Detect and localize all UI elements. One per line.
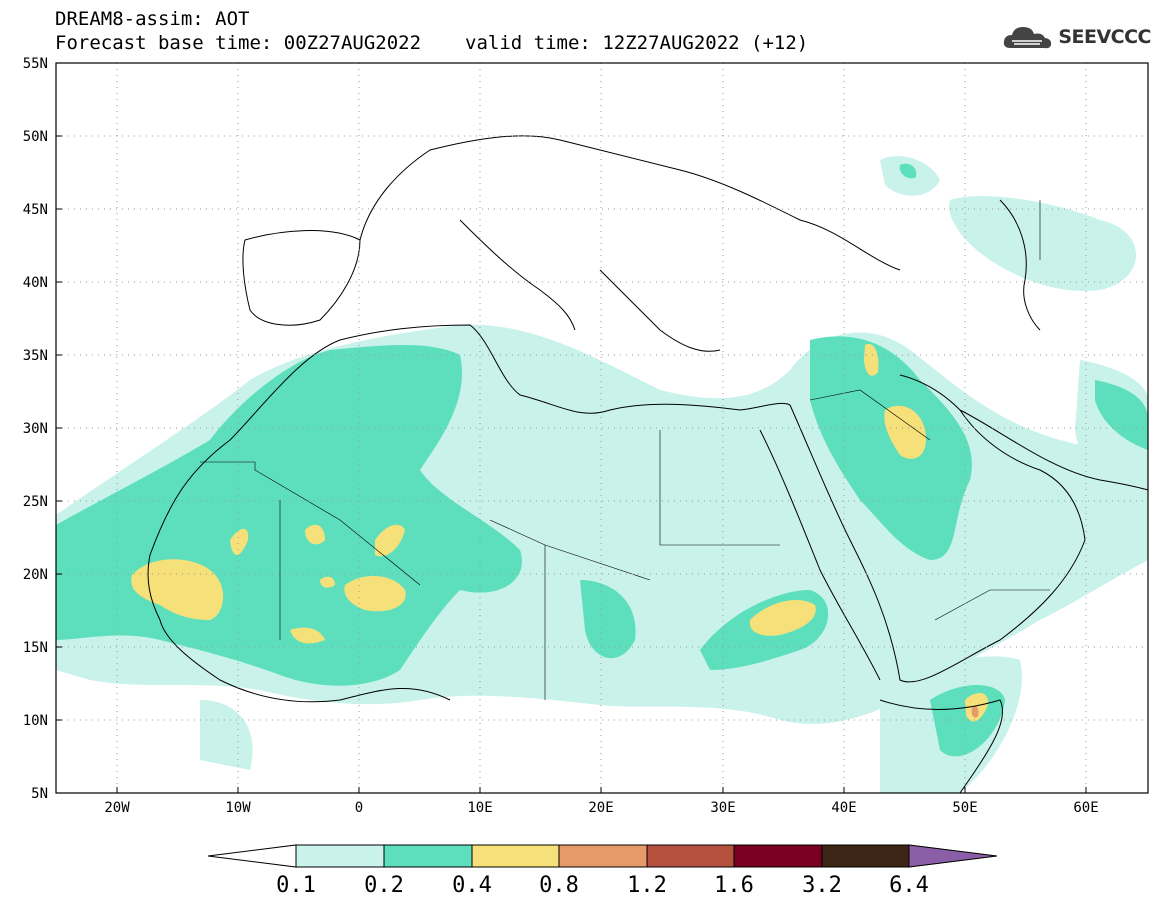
svg-text:20N: 20N — [23, 567, 48, 583]
time-line: Forecast base time: 00Z27AUG2022 valid ti… — [55, 32, 808, 54]
lat-tick-15: 15N — [23, 640, 62, 656]
logo: SEEVCCC — [1002, 22, 1151, 52]
svg-text:5N: 5N — [31, 786, 48, 802]
map-field — [56, 63, 1148, 793]
lon-tick-50e: 50E — [952, 787, 978, 816]
colorbar-segment-6 — [733, 844, 823, 868]
svg-text:20E: 20E — [588, 800, 613, 816]
colorbar-underflow — [207, 844, 297, 868]
colorbar-segment-5 — [646, 844, 735, 868]
lat-tick-45: 45N — [23, 202, 62, 218]
svg-text:35N: 35N — [23, 348, 48, 364]
svg-text:45N: 45N — [23, 202, 48, 218]
lon-tick-10w: 10W — [225, 787, 251, 816]
aot-band-0.8 — [971, 706, 979, 718]
valid-time: valid time: 12Z27AUG2022 (+12) — [465, 32, 809, 54]
lat-axis: 55N 50N 45N 40N 35N 30N 25N 20N 15N 10N … — [23, 56, 62, 802]
colorbar-label-0.2: 0.2 — [364, 873, 404, 898]
map-title: DREAM8-assim: AOT — [55, 8, 250, 30]
lat-tick-20: 20N — [23, 567, 62, 583]
colorbar-segment-4 — [558, 844, 648, 868]
colorbar-label-3.2: 3.2 — [802, 873, 842, 898]
svg-text:40N: 40N — [23, 275, 48, 291]
base-time: Forecast base time: 00Z27AUG2022 — [55, 32, 422, 54]
logo-text: SEEVCCC — [1058, 26, 1151, 48]
svg-text:30N: 30N — [23, 421, 48, 437]
svg-text:60E: 60E — [1073, 800, 1098, 816]
svg-text:55N: 55N — [23, 56, 48, 72]
colorbar-segment-1 — [295, 844, 385, 868]
svg-text:10N: 10N — [23, 713, 48, 729]
svg-text:20W: 20W — [104, 800, 130, 816]
colorbar-label-0.4: 0.4 — [452, 873, 492, 898]
svg-text:25N: 25N — [23, 494, 48, 510]
colorbar-label-1.2: 1.2 — [627, 873, 667, 898]
lon-tick-20w: 20W — [104, 787, 130, 816]
colorbar-segment-2 — [383, 844, 473, 868]
colorbar-overflow — [908, 844, 998, 868]
svg-text:10W: 10W — [225, 800, 251, 816]
colorbar-label-0.8: 0.8 — [539, 873, 579, 898]
lon-tick-60e: 60E — [1073, 787, 1099, 816]
lat-tick-25: 25N — [23, 494, 62, 510]
lon-tick-30e: 30E — [710, 787, 736, 816]
colorbar-segment-3 — [471, 844, 560, 868]
borders — [200, 200, 1050, 700]
colorbar-label-6.4: 6.4 — [889, 873, 929, 898]
svg-text:15N: 15N — [23, 640, 48, 656]
svg-text:10E: 10E — [467, 800, 492, 816]
svg-text:30E: 30E — [710, 800, 735, 816]
lat-tick-40: 40N — [23, 275, 62, 291]
colorbar-segment-7 — [821, 844, 910, 868]
graticule — [56, 63, 1148, 793]
colorbar-label-0.1: 0.1 — [276, 873, 316, 898]
lat-tick-10: 10N — [23, 713, 62, 729]
svg-text:40E: 40E — [831, 800, 856, 816]
lat-tick-30: 30N — [23, 421, 62, 437]
svg-text:50E: 50E — [952, 800, 977, 816]
lon-axis: 20W 10W 0 10E 20E 30E 40E 50E 60E — [104, 787, 1099, 816]
lon-tick-20e: 20E — [588, 787, 614, 816]
coastlines — [147, 135, 1148, 793]
lon-tick-0: 0 — [355, 787, 363, 816]
lat-tick-55: 55N — [23, 56, 62, 72]
lat-tick-5: 5N — [31, 786, 62, 802]
lat-tick-35: 35N — [23, 348, 62, 364]
lon-tick-40e: 40E — [831, 787, 857, 816]
colorbar: 0.1 0.2 0.4 0.8 1.2 1.6 3.2 6.4 — [207, 844, 998, 898]
lon-tick-10e: 10E — [467, 787, 493, 816]
colorbar-label-1.6: 1.6 — [714, 873, 754, 898]
cloud-icon — [1004, 27, 1052, 49]
svg-text:50N: 50N — [23, 129, 48, 145]
lat-tick-50: 50N — [23, 129, 62, 145]
svg-text:0: 0 — [355, 800, 363, 816]
